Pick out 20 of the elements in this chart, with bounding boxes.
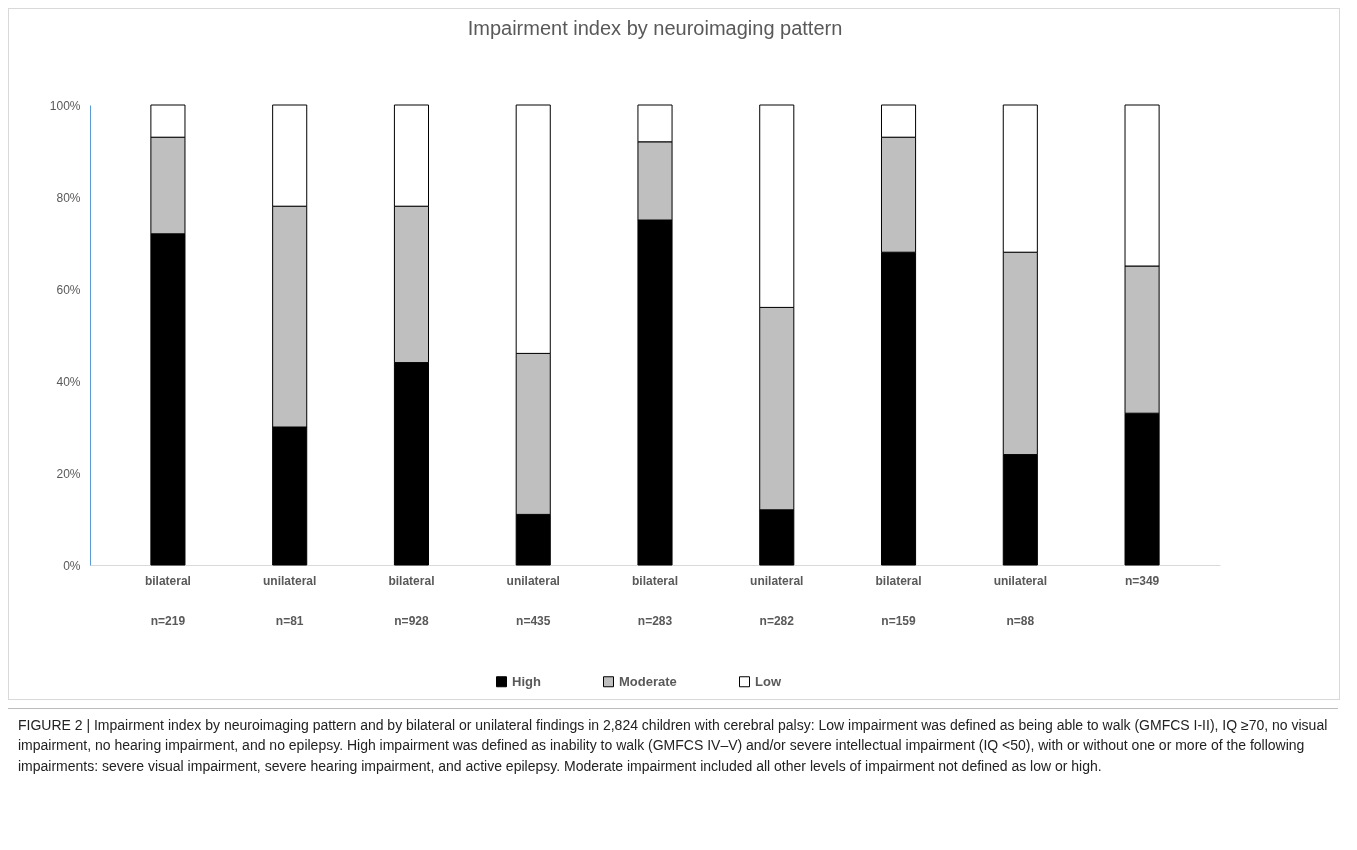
- category-label: unilateral n=282: [750, 573, 804, 628]
- category-label: bilateral n=283: [631, 573, 679, 628]
- legend-label: High: [512, 673, 541, 689]
- y-tick-label: 20%: [56, 466, 81, 481]
- y-tick-label: 40%: [56, 374, 81, 389]
- category-label: unilateral n=435: [506, 573, 560, 628]
- y-tick-label: 80%: [56, 190, 81, 205]
- legend-label: Moderate: [619, 673, 677, 689]
- category-label: bilateral n=928: [388, 573, 435, 628]
- y-tick-label: 100%: [49, 98, 81, 113]
- legend-label: Low: [755, 673, 782, 689]
- category-label: unilateral n=88: [993, 573, 1047, 628]
- chart-title: Impairment index by neuroimaging pattern: [467, 17, 843, 39]
- category-label: bilateral n=159: [875, 573, 922, 628]
- x-tick-label: n=349: [1124, 573, 1160, 588]
- category-label: unilateral n=81: [263, 573, 317, 628]
- category-label: bilateral n=219: [144, 573, 191, 628]
- caption: FIGURE 2 | Impairment index by neuroimaging pattern and by bilateral or unilateral findings in 2,824 children with cerebral palsy: Low impairment was defined as being able to walk (GMFCS I-II), IQ ≥70, no visual impairment, no hearing impairment, and no epilepsy. High impairment was defined as inability to walk (GMFCS IV–V) and/or severe intellectual impairment (IQ <50), with or without one or more of the following impairments: severe visual impairment, severe hearing impairment, and active epilepsy. Moderate impairment included all other levels of impairment not defined as low or high.: [18, 716, 1328, 776]
- y-tick-label: 60%: [56, 282, 81, 297]
- y-tick-label: 0%: [63, 558, 81, 573]
